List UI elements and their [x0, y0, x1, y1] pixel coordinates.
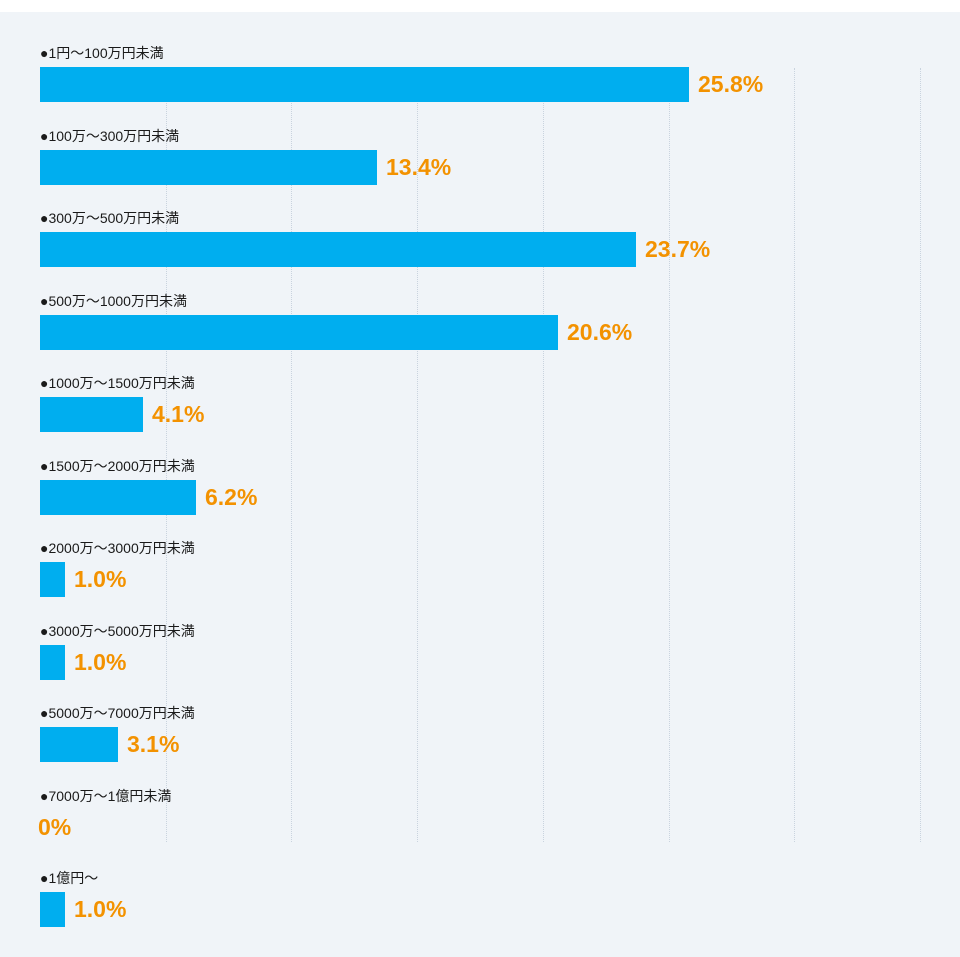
bar: [40, 232, 636, 267]
gridline: [794, 68, 795, 842]
bar: [40, 315, 558, 350]
value-label: 20.6%: [567, 319, 633, 345]
bar: [40, 562, 65, 597]
bar: [40, 645, 65, 680]
category-label: ●7000万〜1億円未満: [40, 788, 172, 804]
gridline: [920, 68, 921, 842]
category-label: ●1億円〜: [40, 870, 99, 886]
value-label: 0%: [38, 814, 72, 840]
gridline: [543, 68, 544, 842]
gridline: [291, 68, 292, 842]
bar-row: ●5000万〜7000万円未満 3.1%: [0, 704, 960, 774]
category-label: ●1円〜100万円未満: [40, 45, 164, 61]
chart-panel: ●1円〜100万円未満 25.8% ●100万〜300万円未満 13.4% ●300万〜…: [0, 12, 960, 957]
bar-row: ●1億円〜 1.0%: [0, 869, 960, 939]
category-label: ●100万〜300万円未満: [40, 128, 180, 144]
value-label: 25.8%: [698, 71, 764, 97]
value-label: 23.7%: [645, 236, 711, 262]
category-label: ●500万〜1000万円未満: [40, 293, 187, 309]
value-label: 3.1%: [127, 731, 180, 757]
bar: [40, 150, 377, 185]
bar: [40, 480, 196, 515]
bar: [40, 892, 65, 927]
bar-row: ●300万〜500万円未満 23.7%: [0, 209, 960, 279]
bar-row: ●500万〜1000万円未満 20.6%: [0, 292, 960, 362]
gridline: [166, 68, 167, 842]
bar-row: ●1000万〜1500万円未満 4.1%: [0, 374, 960, 444]
bar: [40, 727, 118, 762]
value-label: 6.2%: [205, 484, 258, 510]
bar: [40, 397, 143, 432]
value-label: 1.0%: [74, 649, 127, 675]
bar-row: ●1500万〜2000万円未満 6.2%: [0, 457, 960, 527]
value-label: 1.0%: [74, 566, 127, 592]
bar-row: ●2000万〜3000万円未満 1.0%: [0, 539, 960, 609]
category-label: ●1500万〜2000万円未満: [40, 458, 195, 474]
bar-row: ●7000万〜1億円未満 0%: [0, 787, 960, 857]
gridline: [417, 68, 418, 842]
category-label: ●5000万〜7000万円未満: [40, 705, 195, 721]
bar: [40, 67, 689, 102]
value-label: 13.4%: [386, 154, 452, 180]
category-label: ●300万〜500万円未満: [40, 210, 180, 226]
bar-row: ●3000万〜5000万円未満 1.0%: [0, 622, 960, 692]
gridline: [669, 68, 670, 842]
bar-row: ●100万〜300万円未満 13.4%: [0, 127, 960, 197]
category-label: ●2000万〜3000万円未満: [40, 540, 195, 556]
bar-row: ●1円〜100万円未満 25.8%: [0, 44, 960, 114]
category-label: ●3000万〜5000万円未満: [40, 623, 195, 639]
category-label: ●1000万〜1500万円未満: [40, 375, 195, 391]
value-label: 1.0%: [74, 896, 127, 922]
value-label: 4.1%: [152, 401, 205, 427]
